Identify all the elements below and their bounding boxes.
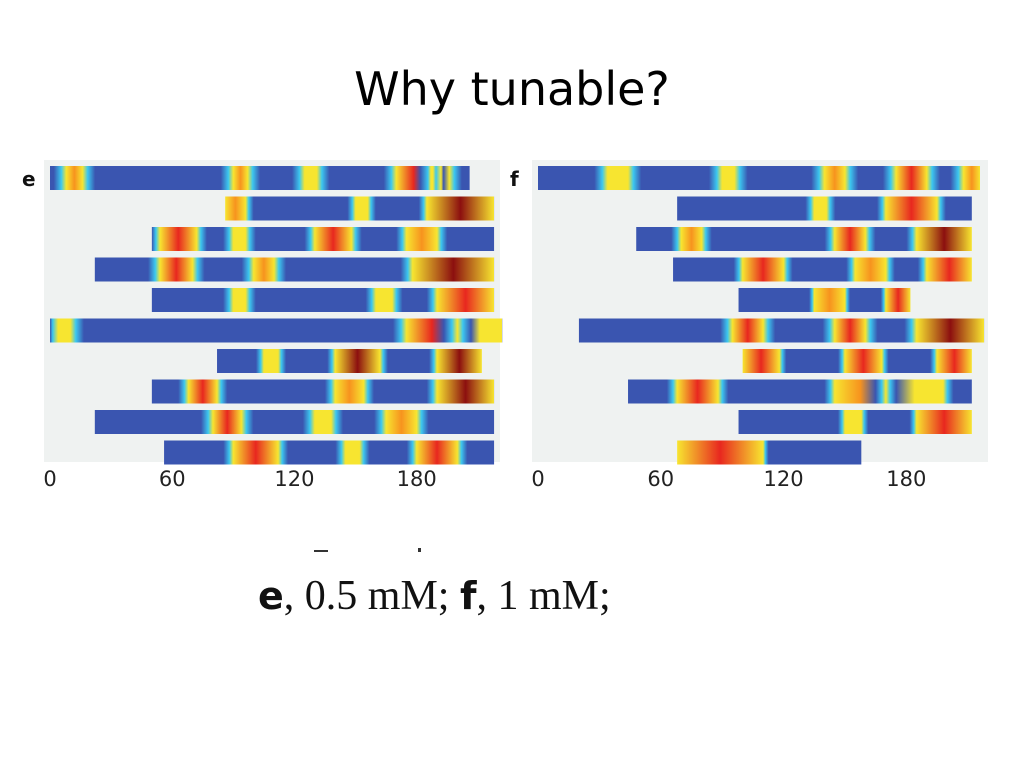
x-tick-label: 120 xyxy=(274,467,314,491)
track-e-7 xyxy=(217,349,482,373)
track-e-4 xyxy=(94,257,495,282)
x-tick-label: 180 xyxy=(397,467,437,491)
scan-artifact-mark xyxy=(314,550,328,552)
x-tick-label: 0 xyxy=(531,467,544,491)
panel-e: e 0 60 120 180 xyxy=(22,160,503,491)
track-f-4 xyxy=(673,257,972,282)
track-e-1 xyxy=(50,166,470,190)
slide-title: Why tunable? xyxy=(354,62,670,116)
scan-artifact-mark xyxy=(418,548,421,552)
x-tick-label: 120 xyxy=(764,467,804,491)
track-f-9 xyxy=(738,410,972,434)
track-f-7 xyxy=(742,349,972,373)
panel-e-letter: e xyxy=(22,167,36,191)
caption-label-e: e xyxy=(258,574,284,618)
track-f-3 xyxy=(636,227,972,251)
panel-e-tracks xyxy=(50,166,503,465)
panel-e-x-ticks: 0 60 120 180 xyxy=(43,467,436,491)
track-f-6 xyxy=(578,318,985,343)
caption-label-f: f xyxy=(459,574,477,618)
track-e-6 xyxy=(50,318,503,343)
track-f-2 xyxy=(677,196,972,221)
panel-f-x-ticks: 0 60 120 180 xyxy=(531,467,926,491)
track-f-10 xyxy=(677,440,862,465)
track-e-10 xyxy=(164,440,495,465)
panel-f-tracks xyxy=(538,166,985,465)
x-tick-label: 60 xyxy=(647,467,674,491)
track-f-8 xyxy=(628,379,972,404)
x-tick-label: 0 xyxy=(43,467,56,491)
panel-f-letter: f xyxy=(510,167,519,191)
caption-text-f: , 1 mM; xyxy=(476,573,611,619)
caption-text-e: , 0.5 mM; xyxy=(283,573,460,619)
track-f-1 xyxy=(538,166,980,190)
track-e-2 xyxy=(225,196,495,221)
track-e-9 xyxy=(94,410,495,434)
figure-caption: e, 0.5 mM; f, 1 mM; xyxy=(258,572,611,620)
x-tick-label: 180 xyxy=(886,467,926,491)
track-e-5 xyxy=(151,288,495,312)
track-f-5 xyxy=(738,288,911,312)
track-e-3 xyxy=(151,227,495,251)
x-tick-label: 60 xyxy=(159,467,186,491)
panel-f: f 0 60 120 180 xyxy=(510,160,988,491)
track-e-8 xyxy=(151,379,495,404)
